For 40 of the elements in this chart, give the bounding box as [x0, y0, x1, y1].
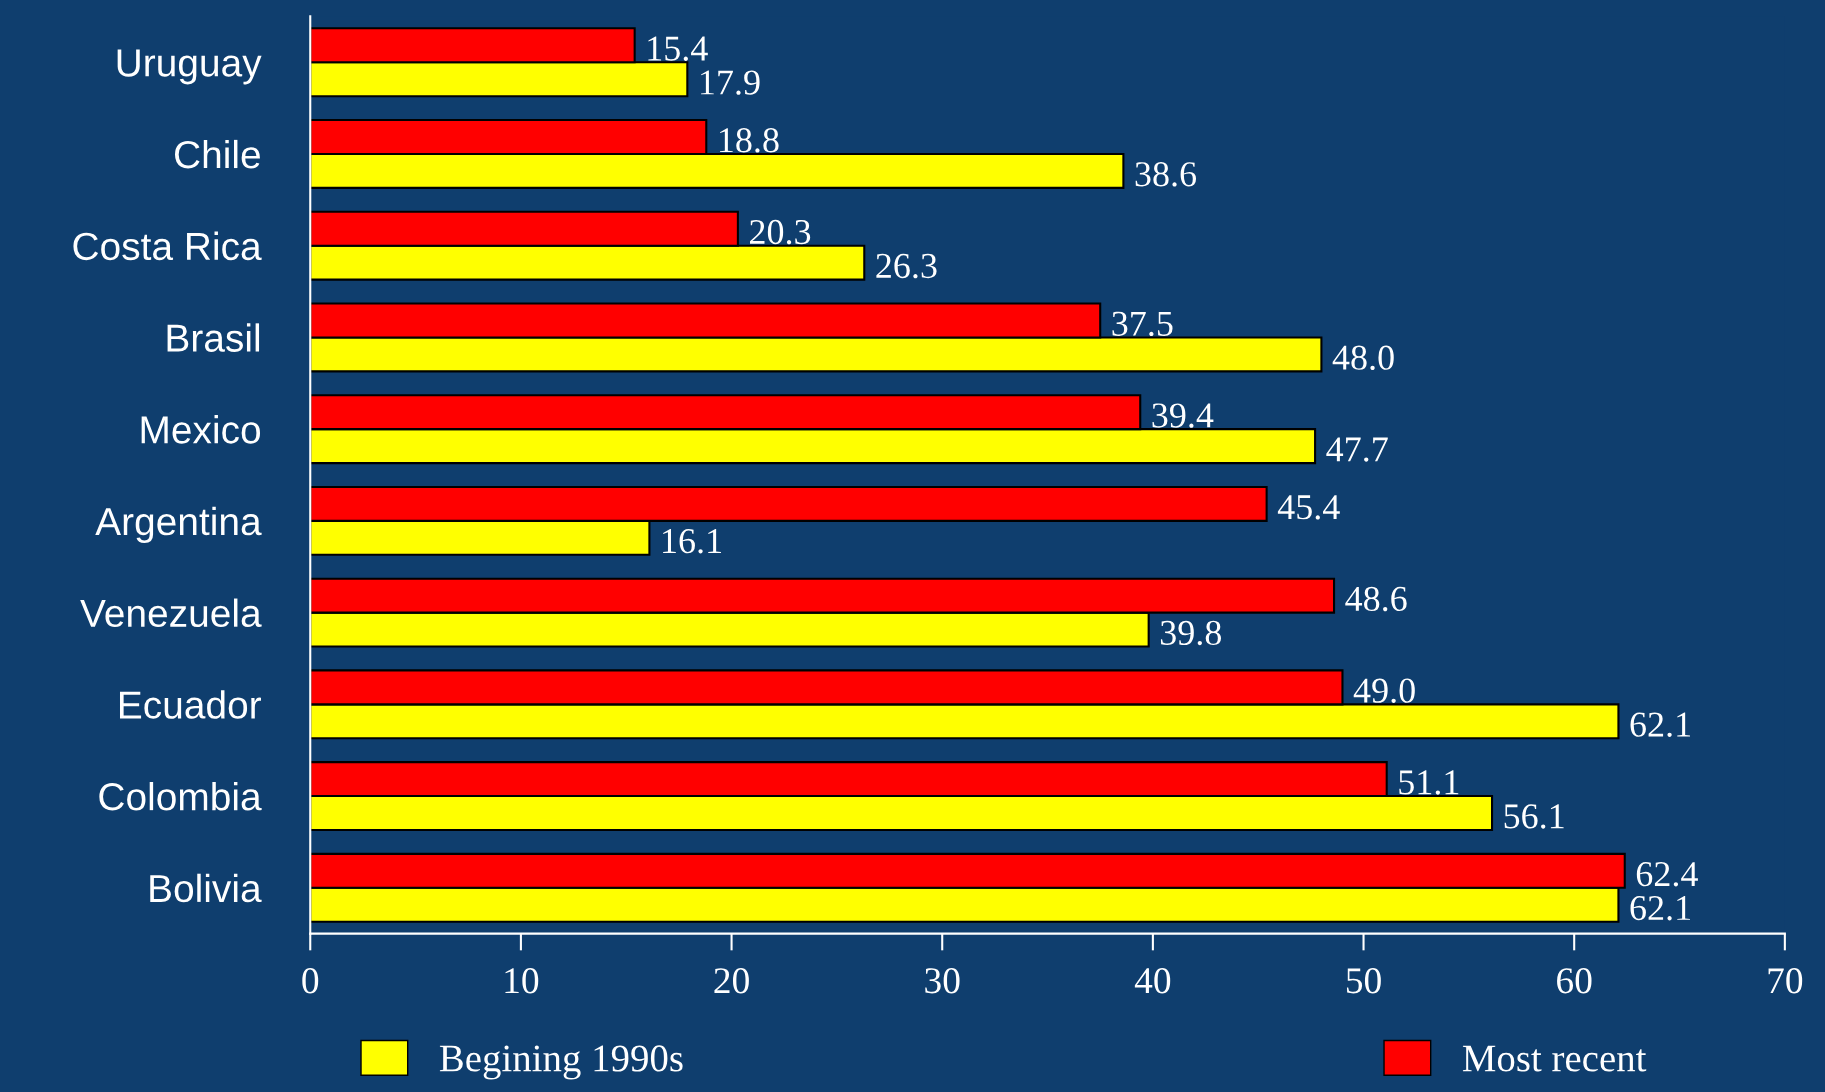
data-label: 62.1: [1630, 895, 1690, 921]
x-tick-label: 20: [714, 968, 749, 994]
data-label: 45.4: [1277, 495, 1340, 520]
data-label: 20.3: [750, 219, 811, 245]
data-label: 16.1: [663, 529, 721, 554]
x-tick-label: 10: [505, 968, 539, 994]
legend-label: Begining 1990s: [439, 1045, 683, 1080]
y-tick-label: Chile: [175, 139, 260, 169]
data-label: 56.1: [1504, 804, 1564, 829]
data-label: 37.5: [1112, 311, 1173, 337]
data-label: 26.3: [876, 253, 937, 279]
y-tick-label: Brasil: [167, 323, 260, 352]
data-label: 62.1: [1630, 712, 1690, 737]
data-label: 48.6: [1345, 586, 1407, 612]
x-tick-label: 30: [925, 968, 960, 994]
y-tick-label: Venezuela: [80, 598, 262, 628]
data-label: 49.0: [1353, 678, 1415, 703]
y-tick-label: Costa Rica: [73, 231, 262, 261]
data-label: 39.8: [1160, 620, 1222, 646]
x-tick-label: 60: [1557, 968, 1592, 994]
x-tick-label: 0: [302, 968, 319, 994]
data-label: 62.4: [1636, 862, 1698, 887]
data-label: 51.1: [1399, 770, 1459, 795]
x-tick-label: 50: [1346, 968, 1381, 994]
x-tick-label: 40: [1134, 968, 1171, 994]
data-label: 39.4: [1152, 403, 1214, 428]
y-tick-label: Ecuador: [119, 690, 261, 719]
data-label: 38.6: [1135, 162, 1197, 187]
x-tick-label: 70: [1768, 968, 1803, 994]
y-tick-label: Bolivia: [150, 873, 262, 903]
legend-label: Most recent: [1462, 1045, 1647, 1072]
data-label: 47.7: [1326, 437, 1388, 462]
y-tick-label: Uruguay: [117, 49, 262, 85]
y-tick-label: Mexico: [141, 415, 261, 444]
data-label: 17.9: [701, 70, 760, 95]
data-label: 48.0: [1332, 345, 1394, 371]
data-label: 18.8: [719, 128, 779, 153]
y-tick-label: Argentina: [95, 506, 262, 544]
y-tick-label: Colombia: [99, 781, 262, 811]
data-label: 15.4: [648, 36, 708, 61]
